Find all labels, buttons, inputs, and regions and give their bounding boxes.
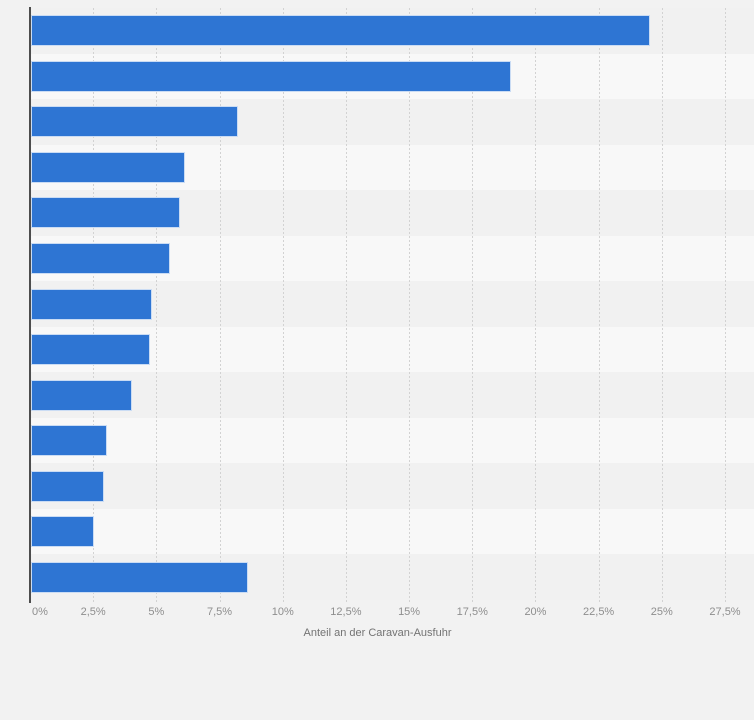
bar[interactable] bbox=[31, 516, 94, 547]
x-gridline bbox=[662, 8, 663, 604]
x-gridline bbox=[156, 8, 157, 604]
x-axis-tick-label: 0% bbox=[32, 606, 48, 618]
x-axis-tick-label: 2,5% bbox=[80, 606, 106, 618]
x-axis-tick-label: 17,5% bbox=[456, 606, 488, 618]
bar[interactable] bbox=[31, 471, 104, 502]
x-gridline bbox=[220, 8, 221, 604]
y-axis-line bbox=[29, 7, 31, 603]
x-axis-tick-label: 15% bbox=[398, 606, 421, 618]
bar[interactable] bbox=[31, 15, 650, 46]
x-axis-tick-label: 20% bbox=[524, 606, 547, 618]
bar[interactable] bbox=[31, 289, 152, 320]
bar[interactable] bbox=[31, 562, 248, 593]
x-gridline bbox=[283, 8, 284, 604]
bar[interactable] bbox=[31, 197, 180, 228]
x-axis-tick-label: 27,5% bbox=[709, 606, 741, 618]
bar[interactable] bbox=[31, 425, 107, 456]
x-axis-tick-label: 5% bbox=[148, 606, 165, 618]
x-gridline bbox=[725, 8, 726, 604]
row-band bbox=[30, 463, 754, 509]
x-axis-tick-label: 10% bbox=[271, 606, 294, 618]
bar[interactable] bbox=[31, 152, 185, 183]
bar[interactable] bbox=[31, 380, 132, 411]
row-band bbox=[30, 372, 754, 418]
x-axis-tick-label: 25% bbox=[650, 606, 673, 618]
x-gridline bbox=[472, 8, 473, 604]
x-axis-tick-label: 7,5% bbox=[206, 606, 233, 618]
row-band bbox=[30, 326, 754, 373]
bar[interactable] bbox=[31, 106, 238, 137]
x-axis-tick-label: 12,5% bbox=[330, 606, 362, 618]
x-gridline bbox=[346, 8, 347, 604]
x-gridline bbox=[599, 8, 600, 604]
row-band bbox=[30, 508, 754, 555]
bar[interactable] bbox=[31, 334, 150, 365]
x-gridline bbox=[535, 8, 536, 604]
bar[interactable] bbox=[31, 61, 511, 92]
x-gridline bbox=[409, 8, 410, 604]
x-axis-title: Anteil an der Caravan-Ausfuhr bbox=[303, 627, 452, 639]
bar[interactable] bbox=[31, 243, 170, 274]
row-band bbox=[30, 417, 754, 464]
x-axis-tick-label: 22,5% bbox=[583, 606, 615, 618]
